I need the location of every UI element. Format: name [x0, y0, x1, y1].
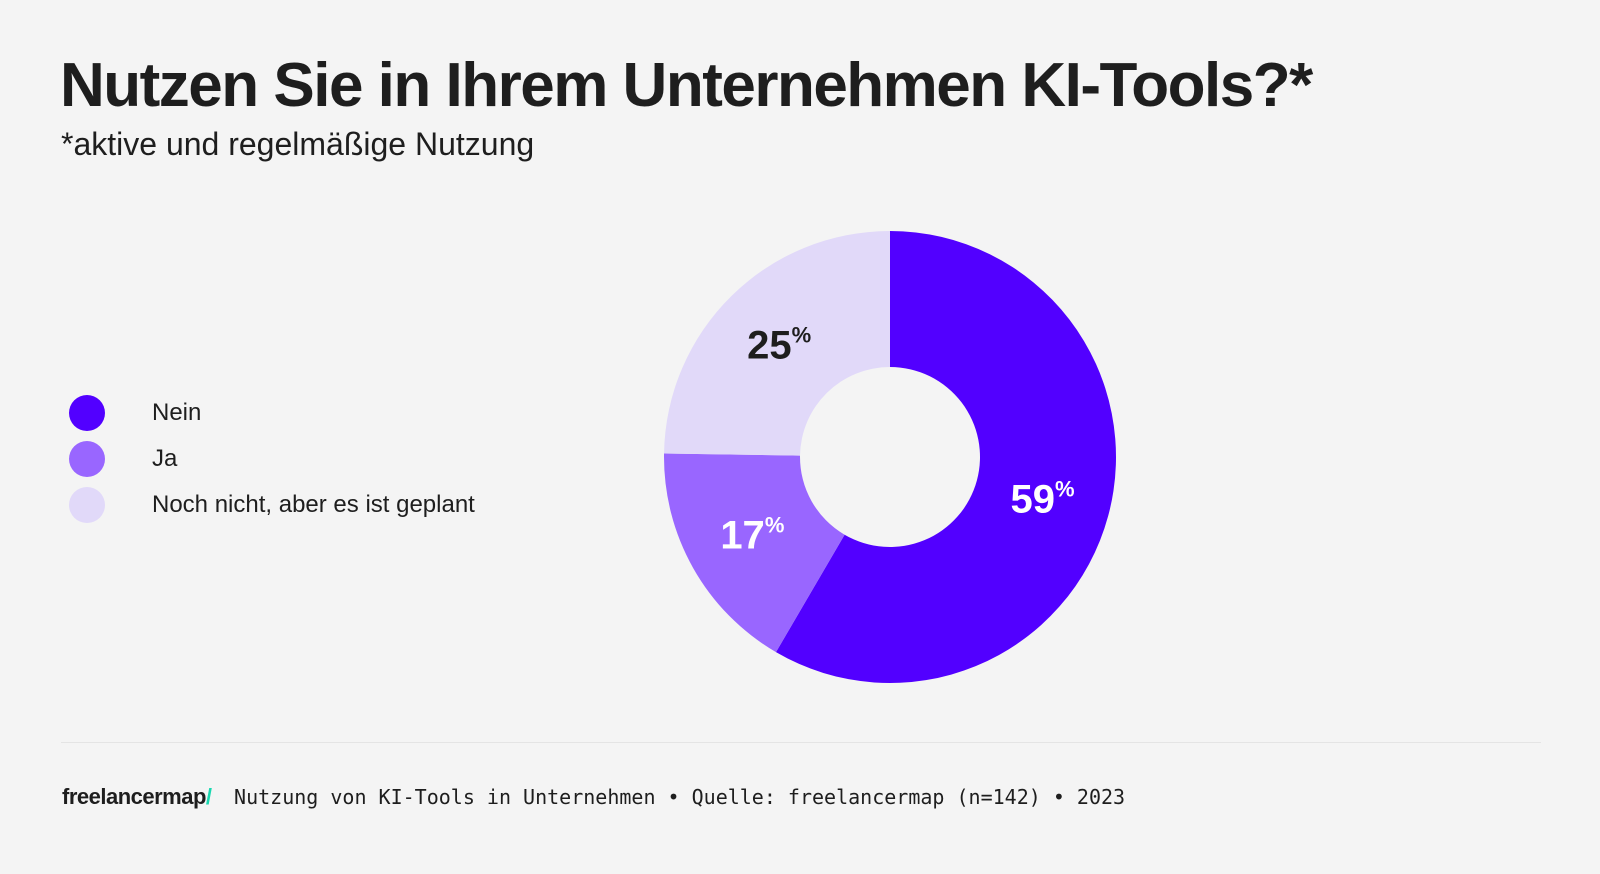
logo-slash: / — [205, 784, 213, 809]
legend-swatch — [69, 441, 105, 477]
donut-slice-2 — [664, 231, 890, 456]
freelancermap-logo: freelancermap — [62, 784, 206, 809]
footer: freelancermap / Nutzung von KI-Tools in U… — [62, 784, 1125, 810]
legend-swatch — [69, 487, 105, 523]
legend-item-nein: Nein — [69, 390, 475, 436]
legend-swatch — [69, 395, 105, 431]
chart-title: Nutzen Sie in Ihrem Unternehmen KI-Tools… — [60, 51, 1313, 120]
donut-slice-0 — [775, 231, 1116, 683]
donut-slice-1 — [664, 453, 845, 653]
legend-label: Nein — [152, 399, 202, 426]
chart-subtitle: *aktive und regelmäßige Nutzung — [61, 126, 535, 162]
legend-label: Noch nicht, aber es ist geplant — [152, 491, 475, 518]
legend: Nein Ja Noch nicht, aber es ist geplant — [69, 390, 475, 528]
divider — [61, 742, 1541, 743]
footer-source: Nutzung von KI-Tools in Unternehmen • Qu… — [234, 785, 1126, 809]
legend-item-geplant: Noch nicht, aber es ist geplant — [69, 482, 475, 528]
legend-label: Ja — [152, 445, 178, 472]
legend-item-ja: Ja — [69, 436, 475, 482]
data-label-0: 59% — [1010, 476, 1074, 521]
